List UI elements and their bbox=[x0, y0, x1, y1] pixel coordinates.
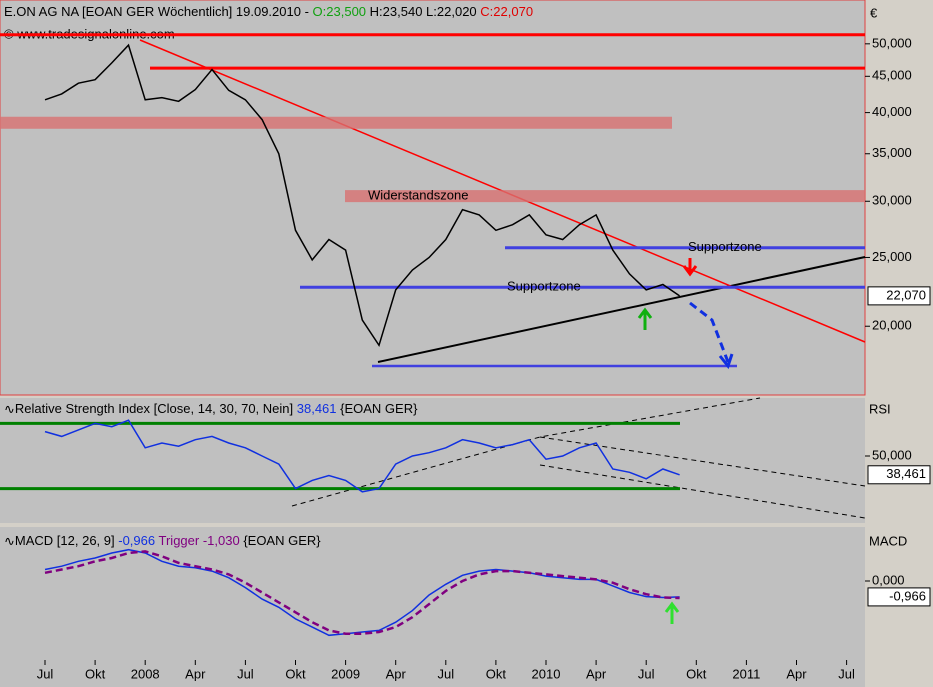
macd-symbol: {EOAN GER} bbox=[243, 533, 321, 548]
down-arrow bbox=[682, 258, 698, 277]
series-line bbox=[44, 419, 680, 493]
open: O:23,500 bbox=[313, 4, 367, 19]
x-tick-label: 2009 bbox=[331, 666, 360, 681]
x-tick-label: Apr bbox=[786, 666, 807, 681]
last-value-label: 22,070 bbox=[886, 287, 926, 302]
x-tick-label: Apr bbox=[386, 666, 407, 681]
last-value-label: 38,461 bbox=[886, 466, 926, 481]
y-tick-label: 50,000 bbox=[872, 447, 912, 462]
y-tick-label: 45,000 bbox=[872, 68, 912, 83]
arrow-head bbox=[718, 353, 734, 370]
y-tick-label: 0,000 bbox=[872, 572, 905, 587]
last-value-label: -0,966 bbox=[889, 588, 926, 603]
y-tick-label: 30,000 bbox=[872, 193, 912, 208]
rsi-axis-title: RSI bbox=[869, 401, 891, 416]
last-value-box bbox=[867, 465, 931, 485]
rsi-title: ∿Relative Strength Index [Close, 14, 30,… bbox=[4, 401, 418, 416]
level-label: Widerstandszone bbox=[368, 188, 468, 203]
forecast-arrow bbox=[689, 301, 730, 363]
x-tick-label: Jul bbox=[638, 666, 655, 681]
x-tick-label: Okt bbox=[85, 666, 106, 681]
series-line bbox=[44, 550, 680, 635]
title-text: E.ON AG NA [EOAN GER Wöchentlich] 19.09.… bbox=[4, 4, 309, 19]
x-tick-label: Okt bbox=[285, 666, 306, 681]
last-value-box bbox=[867, 286, 931, 306]
up-arrow bbox=[664, 601, 680, 624]
y-tick-label: 50,000 bbox=[872, 35, 912, 50]
rsi-symbol: {EOAN GER} bbox=[340, 401, 418, 416]
series-line bbox=[44, 548, 680, 637]
series-line bbox=[44, 43, 681, 348]
macd-value: -0,966 bbox=[118, 533, 155, 548]
x-tick-label: Jul bbox=[838, 666, 855, 681]
y-tick-label: 20,000 bbox=[872, 318, 912, 333]
macd-title: ∿MACD [12, 26, 9] -0,966 Trigger -1,030 … bbox=[4, 533, 321, 548]
rsi-trend-lines bbox=[291, 397, 866, 519]
high-low: H:23,540 L:22,020 bbox=[370, 4, 477, 19]
last-value-box bbox=[867, 587, 931, 607]
x-tick-label: Apr bbox=[185, 666, 206, 681]
x-tick-label: Jul bbox=[237, 666, 254, 681]
y-tick-label: 35,000 bbox=[872, 145, 912, 160]
x-tick-label: 2008 bbox=[131, 666, 160, 681]
trigger-value: Trigger -1,030 bbox=[159, 533, 240, 548]
level-label: Supportzone bbox=[688, 239, 762, 254]
rsi-title-text: Relative Strength Index [Close, 14, 30, … bbox=[15, 401, 293, 416]
rsi-value: 38,461 bbox=[297, 401, 337, 416]
y-tick-label: 25,000 bbox=[872, 249, 912, 264]
macd-title-text: MACD [12, 26, 9] bbox=[15, 533, 115, 548]
title: E.ON AG NA [EOAN GER Wöchentlich] 19.09.… bbox=[4, 4, 533, 19]
x-tick-label: Jul bbox=[437, 666, 454, 681]
rsi-panel bbox=[0, 398, 865, 523]
unit: € bbox=[870, 5, 878, 20]
up-arrow bbox=[637, 307, 653, 330]
x-tick-label: Okt bbox=[686, 666, 707, 681]
x-tick-label: 2010 bbox=[532, 666, 561, 681]
x-axis-area bbox=[0, 660, 865, 687]
close: C:22,070 bbox=[480, 4, 533, 19]
x-tick-label: 2011 bbox=[732, 666, 760, 681]
trend-line bbox=[377, 256, 866, 363]
y-tick-label: 40,000 bbox=[872, 104, 912, 119]
macd-axis-title: MACD bbox=[869, 533, 907, 548]
level-label: Supportzone bbox=[507, 279, 581, 294]
x-tick-label: Jul bbox=[37, 666, 54, 681]
x-tick-label: Okt bbox=[486, 666, 507, 681]
x-tick-label: Apr bbox=[586, 666, 607, 681]
